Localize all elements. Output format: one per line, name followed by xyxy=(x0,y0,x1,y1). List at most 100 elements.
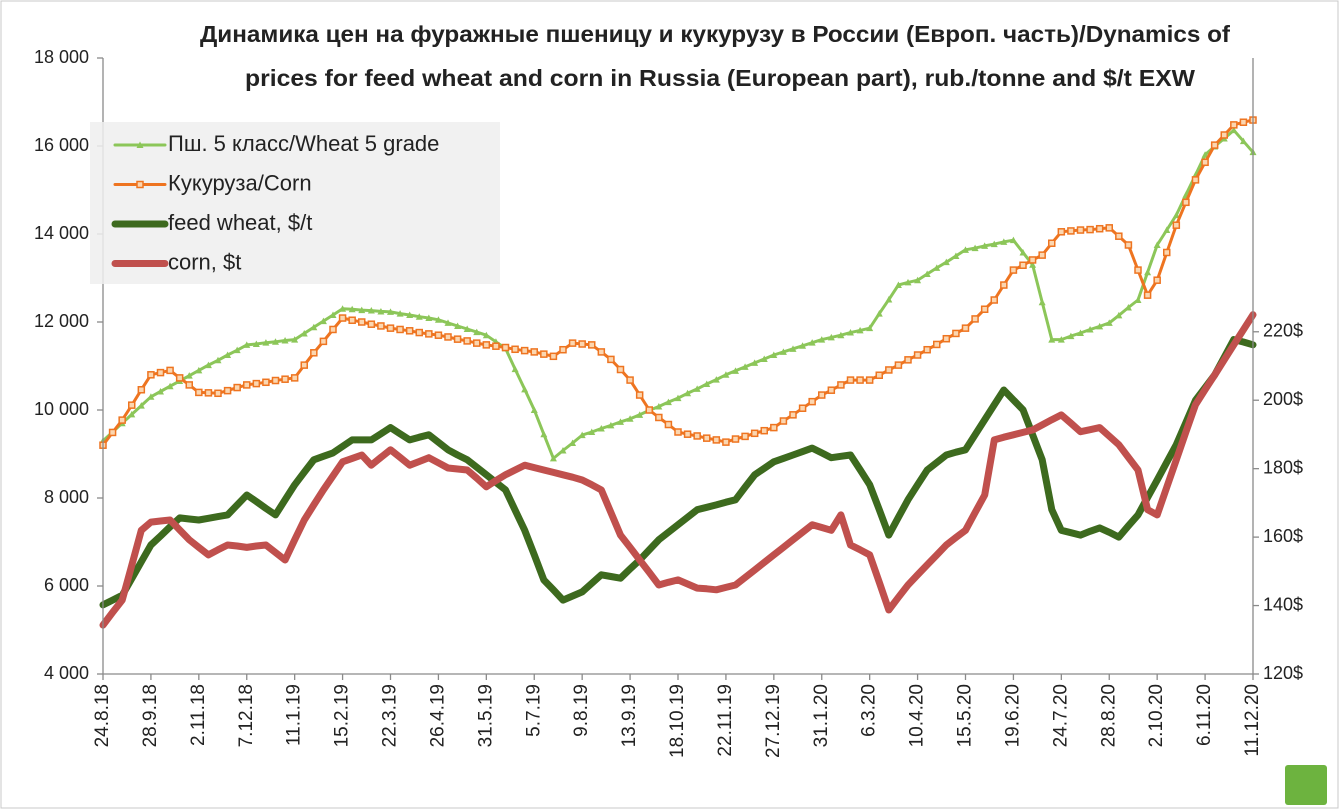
point xyxy=(866,324,874,332)
point xyxy=(233,383,241,392)
point xyxy=(990,240,998,248)
point xyxy=(444,333,452,341)
point xyxy=(290,374,299,382)
x-tick-label: 6.11.20 xyxy=(1194,684,1215,746)
logo xyxy=(1285,765,1327,805)
point xyxy=(1172,211,1180,219)
x-tick-label: 24.7.20 xyxy=(1050,684,1071,747)
point xyxy=(770,423,778,432)
point xyxy=(1172,221,1181,229)
point xyxy=(808,397,816,406)
point xyxy=(434,331,443,339)
series xyxy=(99,336,1257,609)
point xyxy=(703,380,711,388)
point xyxy=(1230,126,1238,134)
point xyxy=(837,331,845,339)
point xyxy=(597,424,605,432)
point xyxy=(674,394,682,402)
point xyxy=(214,389,222,398)
point xyxy=(156,368,165,377)
point xyxy=(913,351,922,359)
point xyxy=(128,401,136,409)
point xyxy=(1163,248,1171,257)
point xyxy=(1239,118,1248,126)
point xyxy=(760,355,768,362)
point xyxy=(1201,158,1209,167)
point xyxy=(904,278,912,286)
line xyxy=(99,311,1257,629)
x-tick-label: 7.12.18 xyxy=(236,684,257,747)
point xyxy=(904,356,912,364)
point xyxy=(530,348,538,356)
point xyxy=(1096,322,1104,330)
point xyxy=(195,388,203,397)
point xyxy=(1077,329,1084,336)
x-tick-label: 19.6.20 xyxy=(1002,684,1023,747)
y2-tick-label: 200$ xyxy=(1263,389,1303,409)
point xyxy=(569,439,577,446)
point xyxy=(674,428,682,436)
point xyxy=(204,361,212,369)
point xyxy=(894,281,902,289)
y-tick-label: 10 000 xyxy=(34,399,89,419)
point xyxy=(875,310,883,317)
point xyxy=(549,454,557,462)
point xyxy=(1105,224,1113,232)
point xyxy=(415,328,423,337)
point xyxy=(1153,276,1161,284)
y2-tick-label: 120$ xyxy=(1263,663,1303,683)
y2-tick-label: 180$ xyxy=(1263,457,1303,477)
point xyxy=(1048,239,1056,247)
point xyxy=(971,315,979,323)
point xyxy=(454,322,462,329)
point xyxy=(875,371,883,379)
point xyxy=(157,388,164,395)
point xyxy=(597,348,606,356)
point xyxy=(568,339,577,347)
point xyxy=(262,339,270,346)
x-tick-label: 22.11.19 xyxy=(715,684,736,757)
x-tick-label: 11.1.19 xyxy=(284,684,305,746)
point xyxy=(559,345,567,354)
x-tick-label: 18.10.19 xyxy=(667,684,688,758)
point xyxy=(1038,251,1046,259)
point xyxy=(962,246,969,253)
point xyxy=(626,415,634,422)
point xyxy=(338,314,347,322)
point xyxy=(578,431,586,439)
point xyxy=(827,386,836,394)
point xyxy=(281,375,289,383)
point xyxy=(425,314,433,322)
point xyxy=(885,366,893,374)
point xyxy=(406,311,414,318)
x-tick-label: 31.5.19 xyxy=(475,684,496,747)
point xyxy=(520,346,529,355)
point xyxy=(722,371,730,378)
point xyxy=(1210,141,1219,149)
point xyxy=(981,242,989,249)
point xyxy=(243,341,251,348)
point xyxy=(271,376,280,385)
point xyxy=(818,336,826,343)
x-tick-label: 27.12.19 xyxy=(763,684,784,758)
y2-tick-label: 160$ xyxy=(1263,526,1303,546)
chart-title: Динамика цен на фуражные пшеницу и кукур… xyxy=(200,21,1230,47)
x-tick-label: 15.2.19 xyxy=(332,684,353,747)
x-tick-label: 9.8.19 xyxy=(571,684,592,737)
point xyxy=(1095,224,1104,233)
point xyxy=(1086,225,1094,234)
x-tick-label: 28.8.20 xyxy=(1098,684,1119,747)
x-tick-label: 28.9.18 xyxy=(140,684,161,747)
point xyxy=(339,305,347,312)
point xyxy=(607,421,615,429)
point xyxy=(1000,238,1008,245)
point xyxy=(530,406,538,413)
point xyxy=(396,325,404,334)
point xyxy=(712,436,721,444)
point xyxy=(741,363,749,370)
point xyxy=(549,352,558,361)
legend-label: corn, $t xyxy=(168,249,241,274)
point xyxy=(588,341,596,349)
legend-label: Пш. 5 класс/Wheat 5 grade xyxy=(168,131,439,156)
point xyxy=(137,386,146,394)
